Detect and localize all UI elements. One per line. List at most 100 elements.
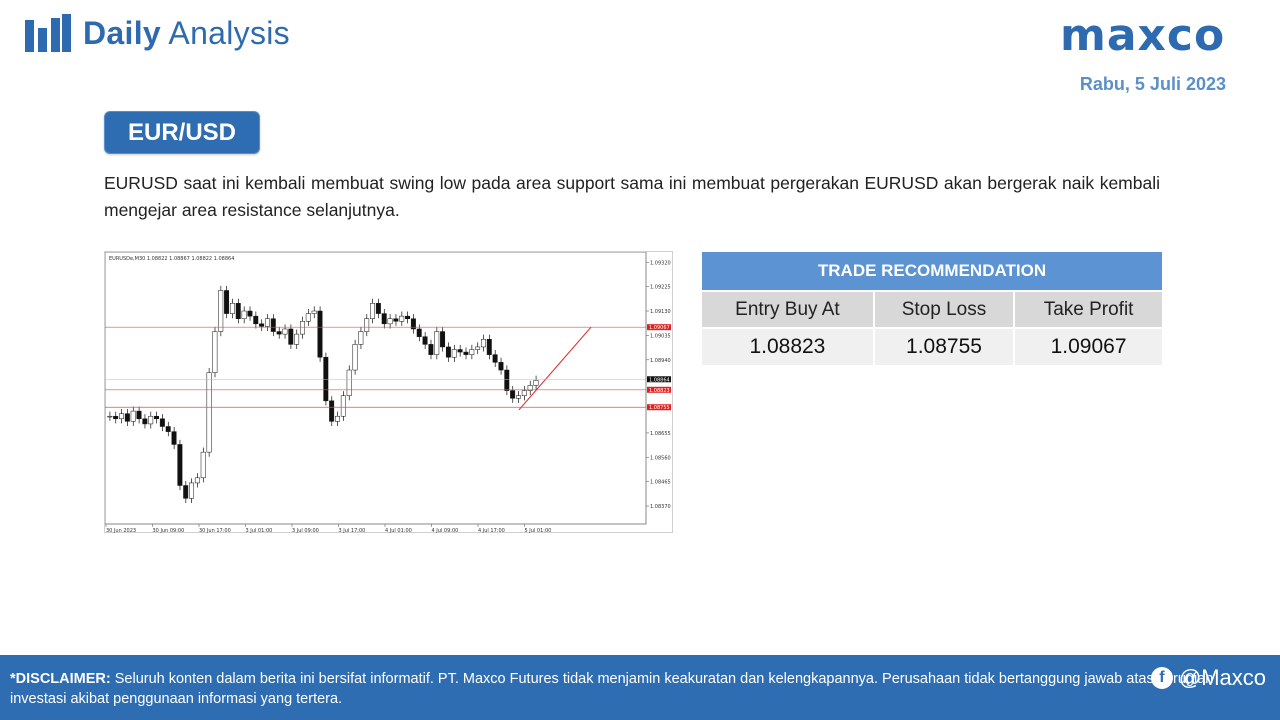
candle-body bbox=[253, 315, 259, 325]
candle-body bbox=[451, 349, 457, 358]
candle-body bbox=[159, 418, 165, 427]
candle-body bbox=[510, 390, 516, 399]
candle-body bbox=[492, 354, 498, 363]
price-chart: EURUSDe,M30 1.08822 1.08867 1.08822 1.08… bbox=[104, 251, 673, 534]
stop-loss-value: 1.08755 bbox=[872, 327, 1016, 367]
time-axis: 30 Jun 2023 30 Jun 09:00 30 Jun 17:00 3 Jul… bbox=[105, 524, 552, 534]
candle-body bbox=[305, 313, 311, 322]
candle-body bbox=[288, 328, 294, 345]
pair-badge: EUR/USD bbox=[104, 111, 260, 154]
table-row: 1.08823 1.08755 1.09067 bbox=[700, 327, 1164, 367]
candle-body bbox=[329, 400, 335, 422]
candle-body bbox=[364, 318, 370, 332]
candle-body bbox=[445, 346, 451, 358]
price-tick-label: 1.08655 bbox=[650, 431, 671, 437]
resistance-level-label: 1.09067 bbox=[649, 325, 670, 331]
candle-body bbox=[335, 415, 340, 422]
entry-level-tag bbox=[647, 386, 671, 393]
candles bbox=[107, 285, 592, 503]
time-tick-label: 4 Jul 09:00 bbox=[432, 528, 459, 534]
disclaimer-label: *DISCLAIMER: bbox=[10, 671, 111, 687]
candle-body bbox=[387, 318, 393, 325]
time-tick-label: 3 Jul 09:00 bbox=[292, 528, 319, 534]
candle-body bbox=[486, 338, 492, 355]
candle-body bbox=[136, 410, 142, 420]
candle-body bbox=[264, 318, 270, 327]
disclaimer-text: Seluruh konten dalam berita ini bersifat… bbox=[10, 671, 1214, 707]
report-date: Rabu, 5 Juli 2023 bbox=[1079, 74, 1226, 94]
trend-projection-line bbox=[518, 326, 592, 411]
candle-body bbox=[370, 303, 375, 319]
current-level-tag bbox=[647, 376, 671, 383]
candle-body bbox=[229, 303, 235, 314]
price-tick-label: 1.08560 bbox=[650, 455, 671, 461]
candle-body bbox=[119, 413, 124, 420]
candle-body bbox=[259, 323, 265, 327]
candle-body bbox=[189, 482, 195, 499]
time-tick-label: 5 Jul 01:00 bbox=[525, 528, 552, 534]
candle-body bbox=[317, 310, 323, 358]
candle-body bbox=[218, 290, 224, 332]
candle-body bbox=[533, 380, 539, 386]
entry-label: Entry Buy At bbox=[700, 290, 875, 329]
disclaimer: *DISCLAIMER: Seluruh konten dalam berita… bbox=[10, 669, 1230, 709]
candle-body bbox=[352, 344, 358, 371]
candle-body bbox=[521, 390, 527, 396]
entry-value: 1.08823 bbox=[700, 327, 875, 367]
candle-body bbox=[469, 349, 475, 355]
brand-logo: maxco bbox=[1060, 10, 1226, 61]
candle-body bbox=[399, 315, 405, 322]
time-tick-label: 30 Jun 2023 bbox=[106, 528, 136, 534]
candle-body bbox=[504, 369, 510, 391]
price-tick-label: 1.08465 bbox=[650, 480, 671, 486]
price-tick-label: 1.09130 bbox=[650, 309, 671, 315]
price-tick-label: 1.08370 bbox=[650, 504, 671, 510]
candle-body bbox=[463, 351, 469, 355]
header-logo: Daily Analysis bbox=[25, 14, 290, 52]
candle-body bbox=[241, 310, 247, 319]
candle-body bbox=[247, 310, 253, 317]
candle-body bbox=[212, 331, 218, 373]
candle-body bbox=[276, 331, 282, 335]
candle-body bbox=[358, 331, 364, 345]
candle-body bbox=[282, 328, 288, 335]
candle-body bbox=[440, 331, 446, 348]
social-handle[interactable]: f @Maxco bbox=[1150, 665, 1266, 691]
take-profit-label: Take Profit bbox=[1013, 290, 1164, 329]
candle-body bbox=[340, 395, 346, 417]
stop-loss-label: Stop Loss bbox=[872, 290, 1016, 329]
candle-body bbox=[113, 415, 119, 420]
candle-body bbox=[416, 328, 422, 337]
page-title: Daily Analysis bbox=[83, 15, 290, 52]
candle-body bbox=[148, 415, 154, 425]
title-light: Analysis bbox=[168, 14, 290, 51]
chart-symbol-line: EURUSDe,M30 1.08822 1.08867 1.08822 1.08… bbox=[109, 256, 234, 262]
price-axis: 1.09320 1.09225 1.09130 1.09035 1.08940 1.086… bbox=[646, 260, 671, 510]
candle-body bbox=[194, 477, 200, 484]
entry-level-label: 1.08823 bbox=[649, 388, 670, 394]
candle-body bbox=[235, 303, 241, 319]
chart-svg: EURUSDe,M30 1.08822 1.08867 1.08822 1.08… bbox=[105, 252, 671, 534]
candle-body bbox=[480, 338, 486, 348]
candle-body bbox=[434, 331, 440, 355]
candle-body bbox=[515, 395, 521, 399]
price-tick-label: 1.08940 bbox=[650, 358, 671, 364]
candle-body bbox=[224, 290, 230, 314]
analysis-text: EURUSD saat ini kembali membuat swing lo… bbox=[104, 173, 1160, 220]
social-handle-text: @Maxco bbox=[1178, 665, 1266, 690]
candle-body bbox=[142, 418, 148, 425]
time-tick-label: 30 Jun 09:00 bbox=[153, 528, 185, 534]
candle-body bbox=[183, 485, 189, 499]
candle-body bbox=[381, 313, 387, 325]
bar-chart-icon bbox=[25, 14, 71, 52]
candle-body bbox=[206, 372, 212, 453]
candle-body bbox=[527, 385, 533, 391]
time-tick-label: 3 Jul 01:00 bbox=[246, 528, 273, 534]
facebook-icon: f bbox=[1150, 667, 1173, 689]
candle-body bbox=[107, 415, 113, 418]
table-row: Entry Buy At Stop Loss Take Profit bbox=[700, 290, 1164, 329]
current-level-label: 1.08864 bbox=[649, 377, 670, 383]
candle-body bbox=[311, 310, 317, 314]
candle-body bbox=[124, 413, 130, 422]
candle-body bbox=[299, 321, 305, 335]
